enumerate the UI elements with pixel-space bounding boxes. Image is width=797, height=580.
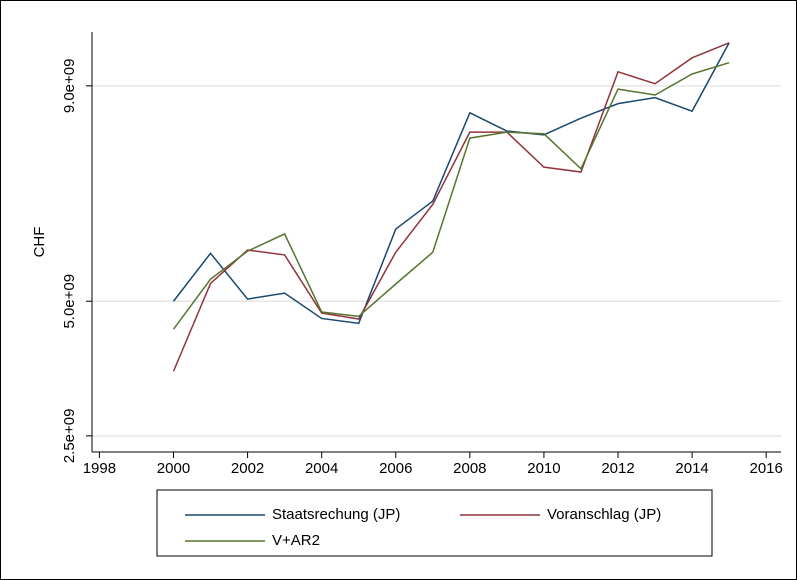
x-tick-label: 2008 [453, 460, 486, 477]
x-tick-label: 2004 [305, 460, 338, 477]
legend-label: Voranschlag (JP) [547, 506, 661, 523]
x-tick-label: 2016 [749, 460, 782, 477]
x-tick-label: 2014 [675, 460, 708, 477]
x-tick-label: 2006 [379, 460, 412, 477]
x-tick-label: 2002 [231, 460, 264, 477]
series-line [172, 42, 730, 372]
x-tick-label: 2012 [601, 460, 634, 477]
y-tick-label: 2.5e+09 [61, 409, 78, 464]
x-tick-label: 2000 [157, 460, 190, 477]
legend-label: Staatsrechung (JP) [272, 506, 400, 523]
x-tick-label: 1998 [83, 460, 116, 477]
x-tick-label: 2010 [527, 460, 560, 477]
y-axis-title: CHF [31, 227, 48, 258]
series-line [172, 61, 730, 330]
legend-box [156, 489, 713, 557]
y-tick-label: 9.0e+09 [61, 59, 78, 114]
legend-label: V+AR2 [272, 532, 320, 549]
y-tick-label: 5.0e+09 [61, 274, 78, 329]
series-line [172, 42, 730, 325]
